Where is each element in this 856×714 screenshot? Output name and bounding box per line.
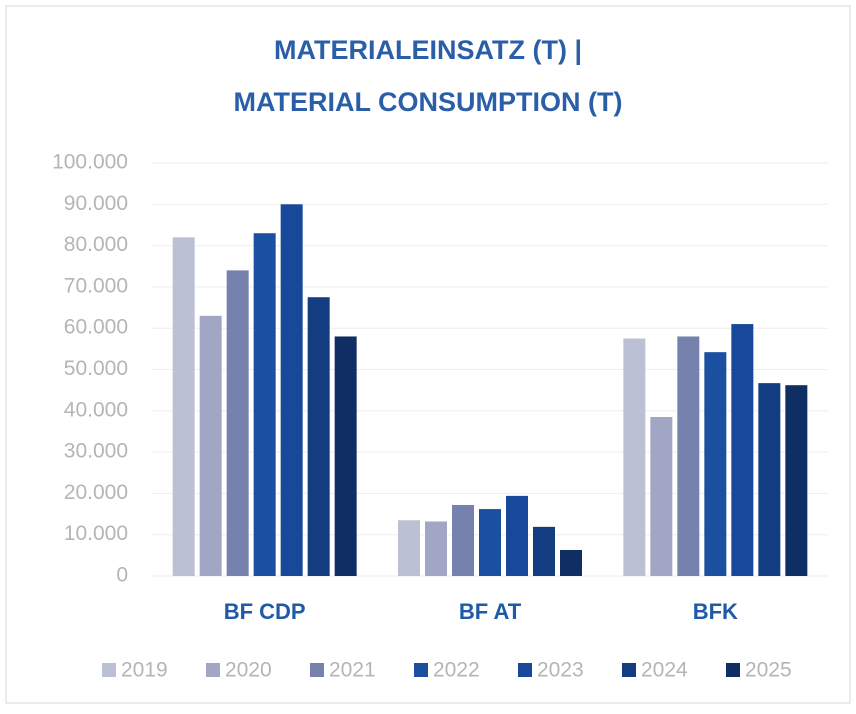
bar (479, 509, 501, 576)
bar (307, 297, 330, 576)
bar (731, 324, 754, 576)
x-tick-label: BF AT (459, 599, 522, 624)
bar (677, 336, 700, 576)
bar (280, 204, 303, 577)
legend-label: 2022 (433, 659, 480, 682)
bar (398, 520, 420, 576)
legend-swatch (206, 663, 220, 677)
y-tick-label: 100.000 (52, 151, 128, 174)
legend-swatch (414, 663, 428, 677)
x-tick-label: BFK (693, 599, 738, 624)
chart-title: MATERIALEINSATZ (T) | (274, 35, 582, 65)
y-tick-label: 60.000 (64, 316, 128, 339)
legend-label: 2023 (537, 659, 584, 682)
bar (226, 270, 249, 576)
y-tick-label: 0 (116, 564, 128, 587)
bar (560, 549, 582, 576)
legend-label: 2024 (641, 659, 688, 682)
bar (623, 338, 646, 576)
bar (334, 336, 357, 576)
bar (785, 385, 808, 576)
y-tick-label: 90.000 (64, 192, 128, 215)
x-tick-label: BF CDP (224, 599, 306, 624)
y-tick-label: 10.000 (64, 522, 128, 545)
y-tick-label: 30.000 (64, 440, 128, 463)
bar (172, 237, 195, 576)
legend-swatch (726, 663, 740, 677)
bar (506, 495, 528, 576)
y-tick-label: 80.000 (64, 233, 128, 256)
bar (253, 233, 276, 576)
legend-label: 2021 (329, 659, 376, 682)
bar (758, 383, 781, 576)
y-tick-label: 50.000 (64, 357, 128, 380)
legend-swatch (102, 663, 116, 677)
bar (452, 504, 474, 576)
bar (650, 416, 673, 576)
bar (425, 521, 447, 576)
bar (199, 315, 222, 576)
y-tick-label: 20.000 (64, 481, 128, 504)
chart-title: MATERIAL CONSUMPTION (T) (234, 87, 623, 117)
legend-label: 2020 (225, 659, 272, 682)
bar (533, 526, 555, 576)
legend-label: 2019 (121, 659, 168, 682)
legend-swatch (622, 663, 636, 677)
legend-label: 2025 (745, 659, 792, 682)
legend-swatch (518, 663, 532, 677)
y-tick-label: 40.000 (64, 398, 128, 421)
bar (704, 352, 727, 576)
y-tick-label: 70.000 (64, 274, 128, 297)
legend-swatch (310, 663, 324, 677)
